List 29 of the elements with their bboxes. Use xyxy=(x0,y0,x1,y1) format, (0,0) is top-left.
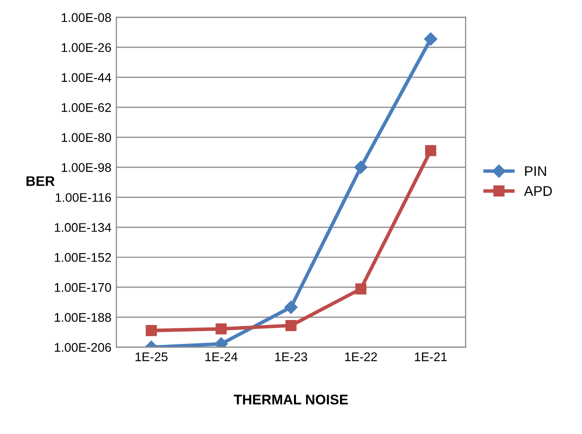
y-tick-label: 1.00E-44 xyxy=(62,73,112,82)
point xyxy=(146,324,157,336)
y-tick-label: 1.00E-134 xyxy=(54,223,112,232)
y-axis-title: BER xyxy=(26,176,55,186)
y-tick-label: 1.00E-206 xyxy=(54,343,111,352)
y-tick-label: 1.00E-80 xyxy=(62,133,112,142)
x-tick-label: 1E-21 xyxy=(414,352,447,362)
x-tick-label: 1E-24 xyxy=(205,352,238,362)
point xyxy=(285,320,297,332)
y-tick-label: 1.00E-170 xyxy=(54,283,112,292)
point xyxy=(216,323,227,334)
point xyxy=(425,145,436,156)
legend-label: PIN xyxy=(525,166,546,176)
y-tick-label: 1.00E-152 xyxy=(54,253,111,262)
x-axis-title: THERMAL NOISE xyxy=(234,394,348,404)
y-tick-label: 1.00E-08 xyxy=(62,13,111,22)
legend-label: APD xyxy=(524,186,552,196)
x-tick-label: 1E-25 xyxy=(136,352,168,362)
y-tick-label: 1.00E-26 xyxy=(62,43,111,52)
point xyxy=(284,300,298,314)
point xyxy=(355,283,366,294)
x-tick-label: 1E-22 xyxy=(345,352,377,362)
x-tick-label: 1E-23 xyxy=(275,352,308,362)
point xyxy=(354,160,368,174)
y-tick-label: 1.00E-116 xyxy=(56,193,111,202)
y-tick-label: 1.00E-188 xyxy=(54,313,111,322)
y-tick-label: 1.00E-62 xyxy=(62,103,111,112)
point xyxy=(424,32,438,46)
y-tick-label: 1.00E-98 xyxy=(62,163,111,172)
